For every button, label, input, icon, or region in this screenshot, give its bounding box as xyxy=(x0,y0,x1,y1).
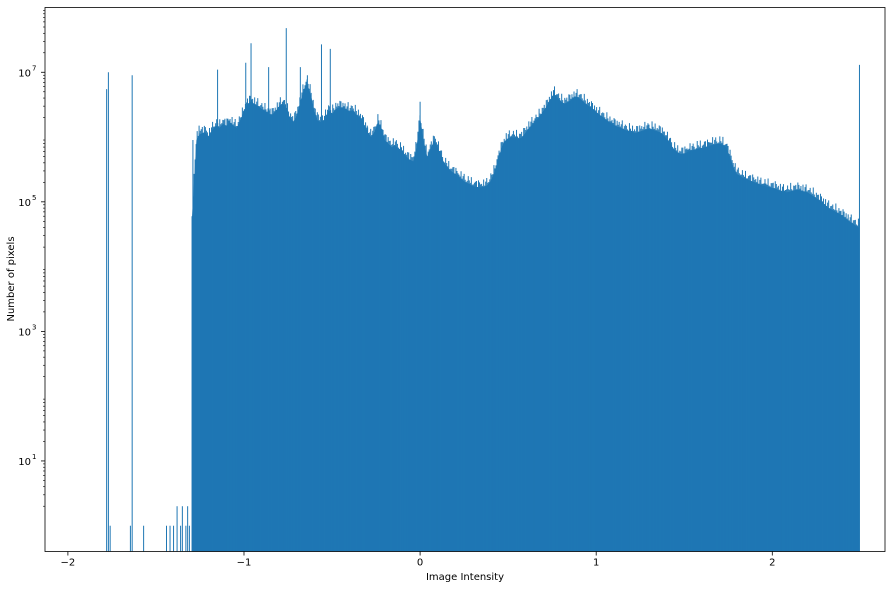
x-tick-label: 2 xyxy=(769,558,775,569)
plot-frame xyxy=(44,7,886,552)
y-tick-label: 10 xyxy=(18,68,31,79)
y-tick-exponent: 5 xyxy=(32,194,36,202)
x-tick-label: 0 xyxy=(417,558,423,569)
y-tick-exponent: 1 xyxy=(32,453,36,461)
y-tick-exponent: 3 xyxy=(32,323,36,331)
histogram-bars xyxy=(106,28,860,552)
y-tick-label: 10 xyxy=(18,327,31,338)
x-axis-label: Image Intensity xyxy=(426,572,504,583)
y-tick-label: 10 xyxy=(18,457,31,468)
x-axis-ticks: −2 −1 0 1 2 xyxy=(61,551,775,569)
y-axis-label: Number of pixels xyxy=(6,236,17,321)
x-tick-label: 1 xyxy=(593,558,599,569)
x-tick-label: −2 xyxy=(61,558,76,569)
y-tick-exponent: 7 xyxy=(32,64,36,72)
y-tick-label: 10 xyxy=(18,198,31,209)
x-tick-label: −1 xyxy=(237,558,252,569)
